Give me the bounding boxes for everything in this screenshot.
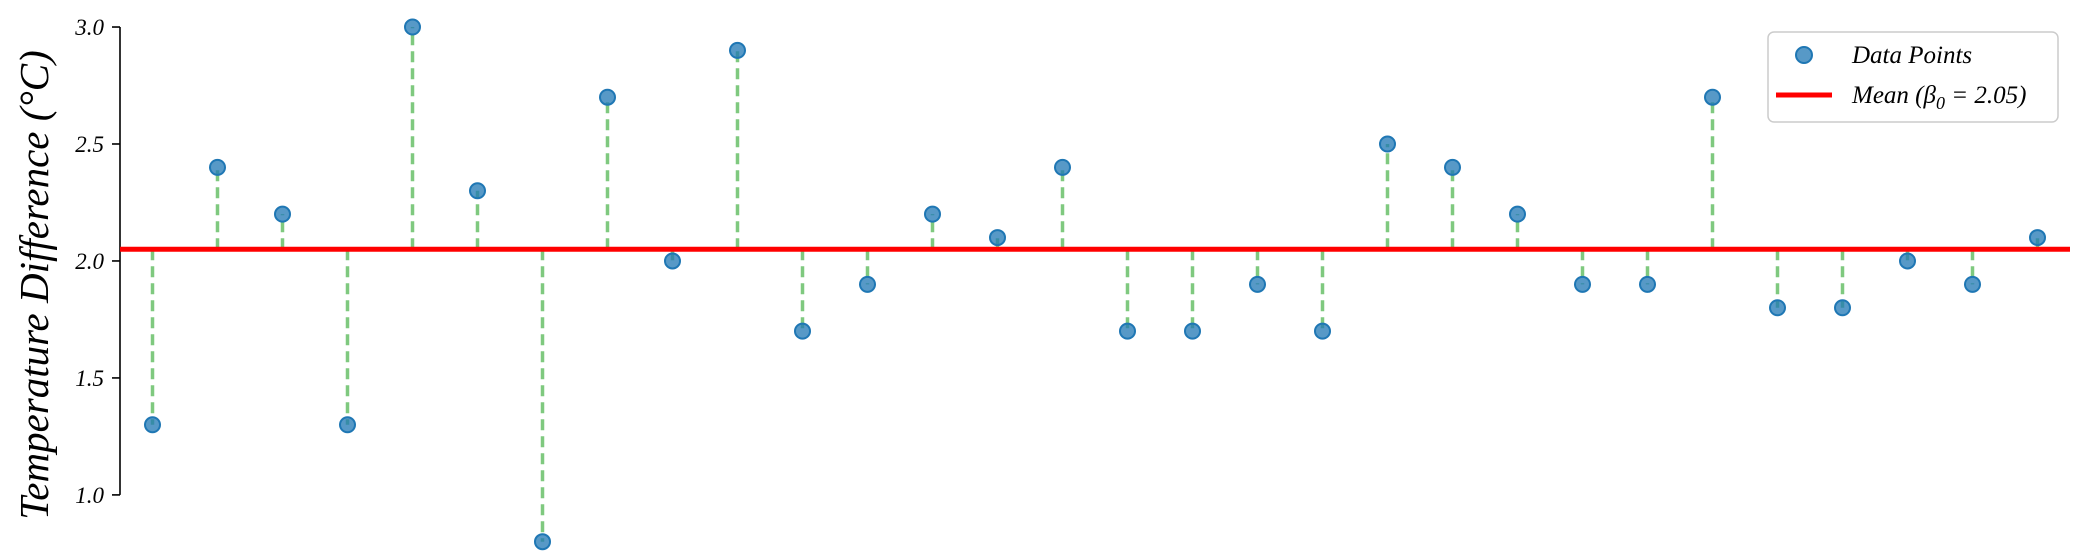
- y-tick-label: 1.5: [75, 366, 104, 391]
- legend-mean-label: Mean (β0 = 2.05): [1851, 82, 2026, 113]
- data-point: [1964, 275, 1981, 293]
- data-point: [729, 41, 746, 59]
- data-point: [1704, 88, 1721, 106]
- data-point: [1899, 252, 1916, 270]
- data-point: [1444, 158, 1461, 176]
- data-point: [2029, 229, 2046, 247]
- data-point: [274, 205, 291, 223]
- data-point: [924, 205, 941, 223]
- data-point: [469, 182, 486, 200]
- data-point: [1249, 275, 1266, 293]
- legend-mean-subscript: 0: [1936, 93, 1945, 113]
- y-tick-label: 2.5: [75, 132, 104, 157]
- data-point: [794, 322, 811, 340]
- data-point: [1184, 322, 1201, 340]
- legend-box: [1767, 31, 2059, 123]
- legend-mean-suffix: = 2.05): [1945, 82, 2026, 109]
- legend-mean-prefix: Mean (: [1851, 82, 1925, 109]
- data-point: [1769, 299, 1786, 317]
- data-point: [1054, 158, 1071, 176]
- data-point: [1639, 275, 1656, 293]
- y-axis-title: Temperature Difference (°C): [11, 50, 57, 520]
- legend-points-marker: [1795, 46, 1813, 64]
- y-tick-label: 1.0: [75, 483, 104, 508]
- data-point: [1834, 299, 1851, 317]
- data-point: [1119, 322, 1136, 340]
- legend-mean-beta: β: [1923, 82, 1937, 109]
- data-point: [1314, 322, 1331, 340]
- data-point: [209, 158, 226, 176]
- y-axis: 1.0 1.5 2.0 2.5 3.0: [74, 15, 121, 508]
- residual-lines: [150, 27, 2040, 542]
- data-point: [1509, 205, 1526, 223]
- legend-points-label: Data Points: [1851, 42, 1972, 69]
- data-point: [534, 533, 551, 551]
- data-point: [144, 416, 161, 434]
- data-point: [599, 88, 616, 106]
- data-point: [339, 416, 356, 434]
- data-point: [404, 18, 421, 36]
- data-point: [859, 275, 876, 293]
- data-point: [664, 252, 681, 270]
- y-tick-label: 2.0: [75, 249, 104, 274]
- y-tick-label: 3.0: [74, 15, 104, 40]
- data-point: [1379, 135, 1396, 153]
- data-point: [1574, 275, 1591, 293]
- data-points: [144, 18, 2046, 551]
- legend: Data Points Mean (β0 = 2.05): [1767, 31, 2059, 123]
- data-point: [989, 229, 1006, 247]
